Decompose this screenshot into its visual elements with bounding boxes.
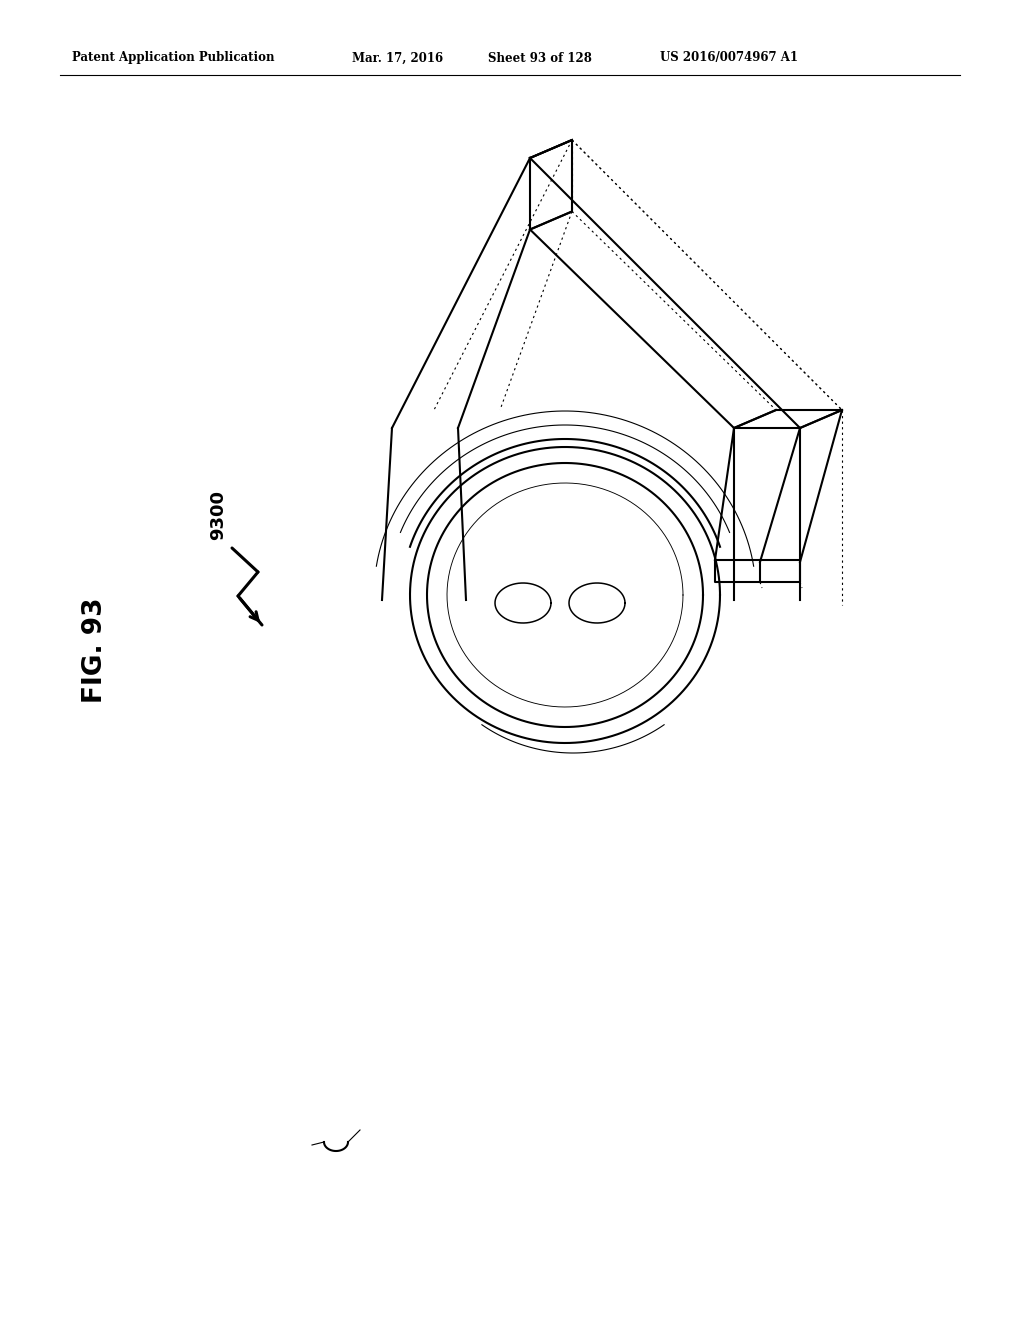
Text: Patent Application Publication: Patent Application Publication (72, 51, 274, 65)
Text: Sheet 93 of 128: Sheet 93 of 128 (488, 51, 592, 65)
Text: Mar. 17, 2016: Mar. 17, 2016 (352, 51, 443, 65)
Text: US 2016/0074967 A1: US 2016/0074967 A1 (660, 51, 798, 65)
Text: FIG. 93: FIG. 93 (82, 597, 108, 702)
Text: 9300: 9300 (209, 490, 227, 540)
